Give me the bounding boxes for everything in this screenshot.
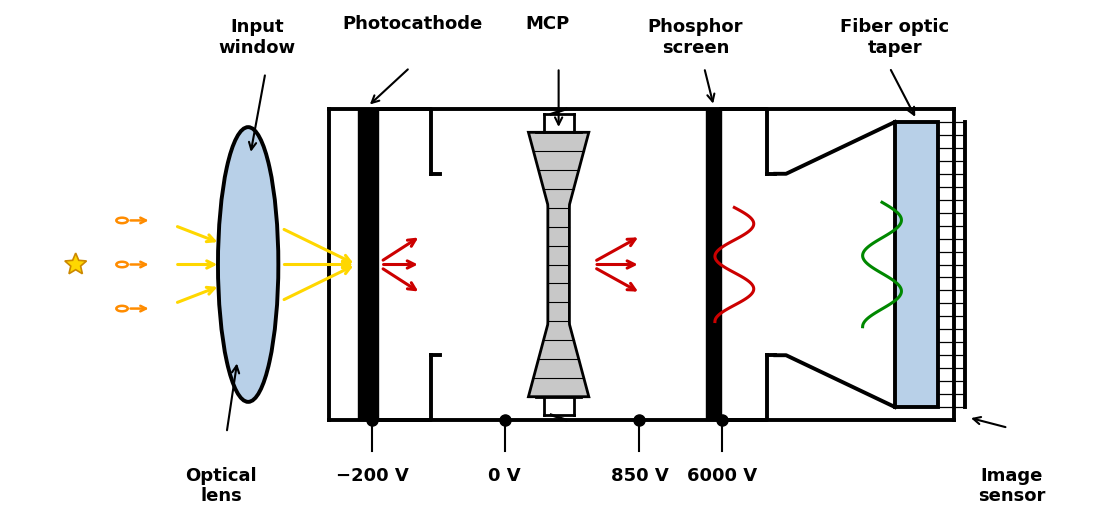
- Text: Photocathode: Photocathode: [342, 15, 482, 33]
- Text: Image
sensor: Image sensor: [978, 467, 1045, 506]
- Text: MCP: MCP: [526, 15, 570, 33]
- Text: Phosphor
screen: Phosphor screen: [648, 18, 744, 57]
- Text: Input
window: Input window: [218, 18, 295, 57]
- Text: −200 V: −200 V: [336, 467, 408, 485]
- Text: 6000 V: 6000 V: [688, 467, 758, 485]
- Text: Fiber optic
taper: Fiber optic taper: [840, 18, 949, 57]
- Polygon shape: [528, 132, 588, 397]
- Polygon shape: [65, 253, 87, 273]
- Ellipse shape: [218, 127, 278, 402]
- Bar: [895, 122, 938, 407]
- Text: 0 V: 0 V: [488, 467, 521, 485]
- Text: Optical
lens: Optical lens: [186, 467, 257, 506]
- Text: 850 V: 850 V: [610, 467, 669, 485]
